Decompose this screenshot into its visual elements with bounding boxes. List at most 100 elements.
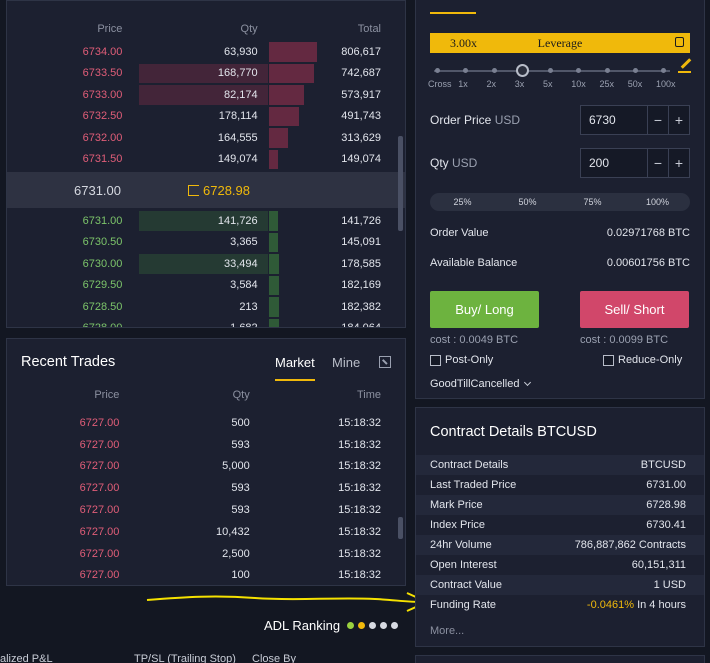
trade-qty: 500	[231, 416, 250, 429]
ask-row[interactable]: 6732.50 178,114 491,743	[7, 106, 405, 128]
leverage-tick[interactable]	[491, 68, 497, 73]
bid-row[interactable]: 6729.50 3,584 182,169	[7, 275, 405, 297]
more-link[interactable]: More...	[430, 625, 465, 637]
recent-trades-scrollbar[interactable]	[398, 517, 403, 539]
leverage-slider-handle[interactable]	[516, 64, 529, 77]
leverage-option-cross[interactable]: Cross	[428, 79, 452, 89]
price-column-header: Price	[94, 389, 120, 401]
qty-input[interactable]	[581, 156, 647, 170]
row-qty: 164,555	[217, 131, 258, 144]
leverage-tick[interactable]	[576, 68, 582, 73]
qty-depth-bar	[139, 211, 269, 231]
ask-row[interactable]: 6733.00 82,174 573,917	[7, 84, 405, 106]
order-book-spread-row: 6731.00 6728.98	[7, 172, 405, 208]
leverage-option-5x[interactable]: 5x	[543, 79, 553, 89]
trade-row: 6727.00 100 15:18:32	[7, 565, 405, 585]
ask-row[interactable]: 6732.00 164,555 313,629	[7, 127, 405, 149]
contract-detail-label: Last Traded Price	[430, 479, 517, 491]
total-depth-bar	[269, 318, 279, 327]
reduce-only-label: Reduce-Only	[618, 354, 683, 366]
leverage-tick[interactable]	[632, 68, 638, 73]
funding-time: In 4 hours	[637, 599, 686, 611]
leverage-tick[interactable]	[661, 68, 666, 73]
ask-row[interactable]: 6733.50 168,770 742,687	[7, 63, 405, 85]
row-qty: 1,682	[122, 322, 258, 327]
leverage-tick[interactable]	[435, 68, 440, 73]
order-price-decrement-button[interactable]: −	[647, 106, 668, 134]
lock-icon[interactable]	[675, 37, 684, 47]
tab-market[interactable]: Market	[275, 355, 315, 381]
trade-row: 6727.00 593 15:18:32	[7, 477, 405, 499]
percent-100[interactable]: 100%	[645, 197, 670, 207]
reduce-only-checkbox[interactable]: Reduce-Only	[603, 354, 682, 366]
leverage-label: Leverage	[537, 35, 583, 50]
trade-qty: 593	[231, 438, 250, 451]
tab-mine[interactable]: Mine	[332, 355, 361, 370]
bid-row[interactable]: 6730.00 33,494 178,585	[7, 253, 405, 275]
leverage-option-100x[interactable]: 100x	[656, 79, 676, 89]
trade-qty: 2,500	[222, 547, 250, 560]
bid-row[interactable]: 6728.50 213 182,382	[7, 296, 405, 318]
contract-detail-value: 6730.41	[646, 519, 686, 531]
order-price-field: − +	[580, 105, 690, 135]
buy-long-button[interactable]: Buy/ Long	[430, 291, 539, 328]
percent-selector: 25% 50% 75% 100%	[430, 193, 690, 211]
contract-detail-row: Last Traded Price 6731.00	[416, 475, 704, 495]
edit-icon[interactable]	[680, 58, 692, 69]
row-total: 145,091	[341, 236, 382, 249]
sell-short-button[interactable]: Sell/ Short	[580, 291, 689, 328]
total-depth-bar	[269, 232, 278, 252]
leverage-bar[interactable]: 3.00x Leverage	[430, 33, 690, 53]
qty-increment-button[interactable]: +	[668, 149, 689, 177]
row-qty: 3,584	[230, 279, 258, 292]
bid-row[interactable]: 6731.00 141,726 141,726	[7, 210, 405, 232]
ask-row[interactable]: 6731.50 149,074 149,074	[7, 149, 405, 171]
leverage-option-10x[interactable]: 10x	[571, 79, 586, 89]
time-in-force-dropdown[interactable]: GoodTillCancelled	[430, 378, 532, 390]
order-form-panel: 3.00x Leverage Cross 1x 2x 3x 5x 10x 25x 50x 100…	[415, 0, 705, 399]
leverage-option-25x[interactable]: 25x	[599, 79, 615, 89]
leverage-option-3x[interactable]: 3x	[514, 79, 525, 89]
post-only-checkbox[interactable]: Post-Only	[430, 354, 493, 366]
funding-rate: -0.0461%	[586, 599, 635, 611]
trade-price: 6727.00	[79, 416, 120, 429]
order-price-label-text: Order Price	[430, 113, 492, 127]
percent-50[interactable]: 50%	[518, 197, 537, 207]
row-total: 742,687	[341, 67, 382, 80]
trade-rows: 6727.00 500 15:18:32 6727.00 593 15:18:32 6727…	[7, 412, 405, 585]
recent-trades-panel: Recent Trades Market Mine Price Qty Time…	[6, 338, 406, 586]
bid-row[interactable]: 6730.50 3,365 145,091	[7, 232, 405, 254]
order-book-scrollbar[interactable]	[398, 136, 403, 231]
leverage-option-2x[interactable]: 2x	[486, 79, 497, 89]
sell-cost: cost : 0.0099 BTC	[580, 334, 669, 346]
bid-row[interactable]: 6728.001,682184,064	[7, 318, 405, 327]
qty-depth-bar	[139, 63, 269, 83]
leverage-tick[interactable]	[604, 68, 610, 73]
qty-field: − +	[580, 148, 690, 178]
leverage-option-50x[interactable]: 50x	[627, 79, 643, 89]
percent-75[interactable]: 75%	[583, 197, 602, 207]
checkbox-icon[interactable]	[603, 354, 614, 366]
post-only-label: Post-Only	[445, 354, 494, 366]
trade-time: 15:18:32	[338, 569, 381, 582]
total-depth-bar	[269, 106, 299, 126]
last-price: 6731.00	[74, 182, 121, 198]
order-price-unit: USD	[494, 113, 521, 127]
qty-depth-bar	[139, 254, 269, 274]
available-balance-row: Available Balance 0.00601756 BTC	[430, 257, 690, 269]
row-qty: 149,074	[217, 153, 258, 166]
total-depth-bar	[269, 149, 278, 169]
active-order-type-tab[interactable]	[430, 12, 476, 14]
recent-trades-header: Price Qty Time	[7, 389, 405, 401]
qty-decrement-button[interactable]: −	[647, 149, 668, 177]
leverage-tick[interactable]	[463, 68, 469, 73]
leverage-option-1x[interactable]: 1x	[458, 79, 468, 89]
checkbox-icon[interactable]	[430, 354, 441, 366]
expand-icon[interactable]	[379, 356, 391, 368]
percent-25[interactable]: 25%	[453, 197, 472, 207]
ask-row[interactable]: 6734.00 63,930 806,617	[7, 41, 405, 63]
contract-detail-value: 60,151,311	[631, 559, 686, 571]
order-price-increment-button[interactable]: +	[668, 106, 689, 134]
order-price-input[interactable]	[581, 113, 647, 127]
leverage-tick[interactable]	[548, 68, 553, 73]
